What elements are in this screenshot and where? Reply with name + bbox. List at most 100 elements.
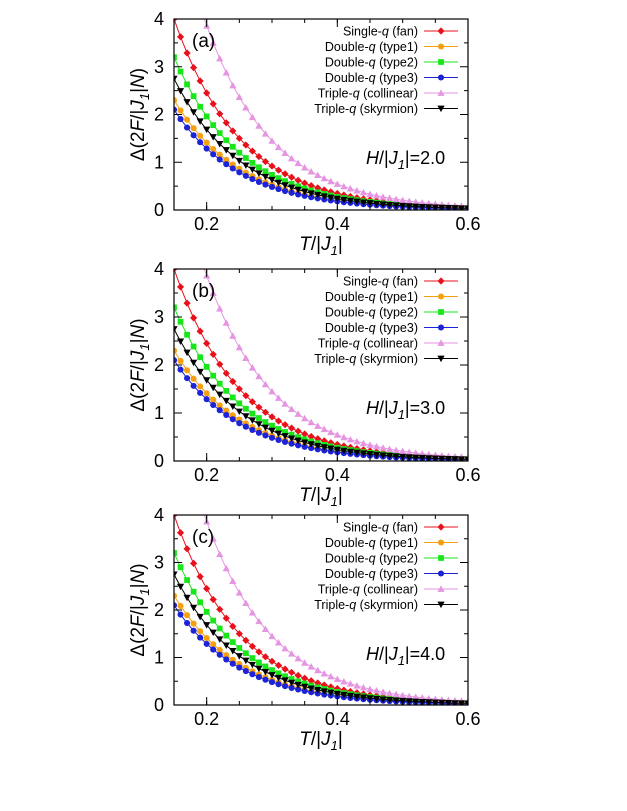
data-point (190, 125, 197, 132)
data-point (229, 648, 237, 655)
data-point (210, 145, 217, 153)
data-point (294, 671, 302, 680)
data-point (190, 132, 197, 139)
data-point (255, 665, 263, 673)
data-point (274, 166, 283, 174)
data-point (210, 617, 217, 624)
data-point (405, 203, 413, 210)
data-point (269, 667, 275, 673)
data-point (196, 368, 204, 376)
legend-item: Triple-q (skyrmion) (314, 352, 458, 366)
data-point (320, 669, 328, 677)
data-point (190, 382, 197, 389)
data-point (197, 103, 204, 110)
legend-label: Triple-q (skyrmion) (314, 102, 418, 116)
data-point (216, 550, 224, 558)
data-point (359, 694, 368, 701)
data-point (184, 367, 191, 374)
data-point (261, 424, 270, 432)
legend-label: Single-q (fan) (343, 275, 418, 289)
data-point (327, 445, 335, 453)
x-tick-label: 0.4 (325, 465, 350, 485)
data-point (229, 416, 236, 423)
data-point (249, 410, 256, 417)
data-point (216, 130, 223, 136)
data-point (340, 191, 348, 199)
y-tick-label: 1 (154, 152, 164, 172)
data-point (386, 689, 394, 697)
legend-item: Triple-q (collinear) (318, 583, 458, 597)
plot-area (174, 269, 468, 461)
data-point (223, 407, 230, 414)
data-point (340, 447, 348, 455)
data-point (197, 132, 204, 139)
data-point (274, 430, 283, 438)
data-point (288, 154, 296, 162)
data-point (307, 418, 315, 426)
data-point (307, 663, 315, 670)
data-point (366, 441, 374, 448)
data-point (308, 194, 315, 201)
data-point (281, 182, 289, 189)
series (203, 19, 468, 210)
data-point (353, 693, 361, 701)
y-tick-label: 3 (154, 553, 164, 573)
data-point (242, 392, 250, 400)
data-point (190, 93, 197, 100)
y-tick-label: 0 (154, 451, 164, 471)
legend-swatch-marker (437, 523, 445, 531)
data-point (190, 627, 197, 634)
data-point (261, 173, 270, 181)
y-tick-label: 2 (154, 355, 164, 375)
data-point (379, 193, 387, 200)
data-point (203, 377, 211, 384)
legend-swatch-marker (437, 89, 445, 96)
legend-item: Single-q (fan) (343, 25, 458, 39)
y-tick-label: 0 (154, 200, 164, 220)
data-point (216, 156, 223, 163)
data-point (438, 204, 446, 210)
data-point (301, 443, 308, 450)
legend-item: Double-q (type2) (325, 56, 458, 70)
legend-swatch-marker (437, 74, 445, 81)
data-point (177, 430, 184, 436)
data-point (412, 454, 420, 461)
data-point (268, 176, 276, 184)
data-point (216, 407, 223, 414)
data-point (372, 442, 381, 450)
data-point (386, 696, 394, 704)
data-point (190, 64, 198, 72)
data-point (210, 396, 217, 403)
data-point (196, 118, 204, 125)
data-point (216, 54, 224, 62)
data-point (274, 639, 283, 646)
data-point (203, 622, 211, 629)
data-point (261, 380, 270, 388)
data-point (236, 169, 243, 176)
data-point (288, 173, 296, 181)
series (174, 571, 468, 705)
data-point (177, 602, 184, 610)
data-point (301, 683, 309, 691)
data-point (216, 110, 224, 118)
data-point (372, 695, 381, 703)
data-point (222, 319, 230, 326)
data-point (301, 436, 308, 443)
data-point (216, 151, 223, 158)
data-point (174, 347, 178, 354)
data-point (392, 697, 400, 704)
legend-item: Double-q (type1) (325, 40, 458, 54)
y-tick-label: 4 (154, 259, 164, 279)
data-point (242, 104, 250, 111)
data-point (177, 366, 184, 373)
data-point (418, 698, 426, 705)
data-point (223, 156, 230, 163)
data-point (209, 629, 217, 637)
data-point (275, 175, 282, 182)
data-point (242, 172, 249, 179)
data-point (209, 39, 217, 46)
data-point (412, 203, 420, 210)
data-point (438, 699, 446, 705)
panel-label: (a) (192, 31, 215, 52)
